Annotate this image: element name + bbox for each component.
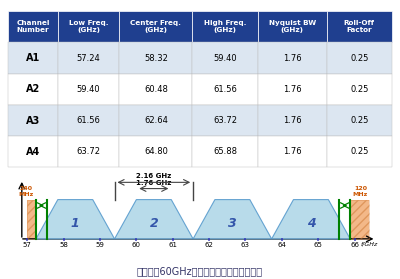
Bar — [58, 136, 119, 167]
Bar — [8, 42, 58, 74]
Bar — [258, 136, 327, 167]
Bar — [119, 105, 192, 136]
Text: 4: 4 — [306, 217, 315, 230]
Bar — [8, 105, 58, 136]
Text: 2.16 GHz: 2.16 GHz — [136, 174, 172, 179]
Text: High Freq.
(GHz): High Freq. (GHz) — [204, 20, 246, 33]
Text: 0.25: 0.25 — [350, 147, 368, 156]
Bar — [192, 136, 258, 167]
Text: 1.76: 1.76 — [283, 54, 302, 62]
Text: Roll-Off
Factor: Roll-Off Factor — [344, 20, 375, 33]
Text: 3: 3 — [228, 217, 237, 230]
Bar — [350, 199, 369, 239]
Bar — [327, 136, 392, 167]
Text: A2: A2 — [26, 84, 40, 94]
Bar — [119, 74, 192, 105]
Text: 1: 1 — [71, 217, 80, 230]
Text: 57.24: 57.24 — [77, 54, 100, 62]
Bar — [327, 11, 392, 42]
Text: 66: 66 — [350, 242, 359, 247]
Text: Channel
Number: Channel Number — [16, 20, 50, 33]
Text: 0.25: 0.25 — [350, 85, 368, 94]
Text: 62: 62 — [205, 242, 214, 247]
Text: A1: A1 — [26, 53, 40, 63]
Bar — [27, 199, 36, 239]
Text: 59.40: 59.40 — [213, 54, 237, 62]
Text: 1.76: 1.76 — [283, 116, 302, 125]
Text: 65.88: 65.88 — [213, 147, 237, 156]
Polygon shape — [272, 199, 350, 239]
Text: 0.25: 0.25 — [350, 54, 368, 62]
Bar — [327, 105, 392, 136]
Text: Nyquist BW
(GHz): Nyquist BW (GHz) — [268, 20, 316, 33]
Bar — [327, 42, 392, 74]
Text: 61.56: 61.56 — [77, 116, 100, 125]
Bar — [192, 74, 258, 105]
Text: 58: 58 — [59, 242, 68, 247]
Text: 1.76: 1.76 — [283, 147, 302, 156]
Bar — [258, 11, 327, 42]
Text: 62.64: 62.64 — [144, 116, 168, 125]
Bar — [119, 11, 192, 42]
Bar — [192, 11, 258, 42]
Polygon shape — [36, 199, 114, 239]
Bar — [192, 105, 258, 136]
Text: 63: 63 — [241, 242, 250, 247]
Text: 120
MHz: 120 MHz — [353, 186, 368, 197]
Bar — [258, 105, 327, 136]
Text: 240
MHz: 240 MHz — [18, 186, 34, 197]
Text: A4: A4 — [26, 147, 40, 157]
Polygon shape — [193, 199, 272, 239]
Bar — [119, 42, 192, 74]
Bar — [58, 74, 119, 105]
Text: f/GHz: f/GHz — [361, 242, 378, 247]
Text: 61.56: 61.56 — [213, 85, 237, 94]
Text: 60.48: 60.48 — [144, 85, 168, 94]
Text: 61: 61 — [168, 242, 177, 247]
Bar — [58, 105, 119, 136]
Polygon shape — [114, 199, 193, 239]
Text: 1.76: 1.76 — [283, 85, 302, 94]
Bar — [8, 136, 58, 167]
Text: 57: 57 — [23, 242, 32, 247]
Text: 59: 59 — [96, 242, 104, 247]
Text: 64: 64 — [277, 242, 286, 247]
Text: 1.76 GHz: 1.76 GHz — [136, 180, 172, 186]
Text: 0.25: 0.25 — [350, 116, 368, 125]
Text: 64.80: 64.80 — [144, 147, 168, 156]
Bar — [8, 74, 58, 105]
Text: 60: 60 — [132, 242, 141, 247]
Bar — [119, 136, 192, 167]
Text: 59.40: 59.40 — [77, 85, 100, 94]
Bar — [258, 74, 327, 105]
Text: 63.72: 63.72 — [213, 116, 237, 125]
Text: 参考図：60GHz帯における周波数割り当て: 参考図：60GHz帯における周波数割り当て — [137, 266, 263, 276]
Text: 58.32: 58.32 — [144, 54, 168, 62]
Bar — [192, 42, 258, 74]
Bar — [27, 199, 36, 239]
Text: Low Freq.
(GHz): Low Freq. (GHz) — [69, 20, 108, 33]
Bar — [327, 74, 392, 105]
Bar — [350, 199, 369, 239]
Text: 2: 2 — [150, 217, 158, 230]
Text: A3: A3 — [26, 116, 40, 126]
Text: 63.72: 63.72 — [77, 147, 101, 156]
Bar — [58, 11, 119, 42]
Bar — [8, 11, 58, 42]
Text: 65: 65 — [314, 242, 323, 247]
Bar — [258, 42, 327, 74]
Bar — [58, 42, 119, 74]
Text: Center Freq.
(GHz): Center Freq. (GHz) — [130, 20, 181, 33]
